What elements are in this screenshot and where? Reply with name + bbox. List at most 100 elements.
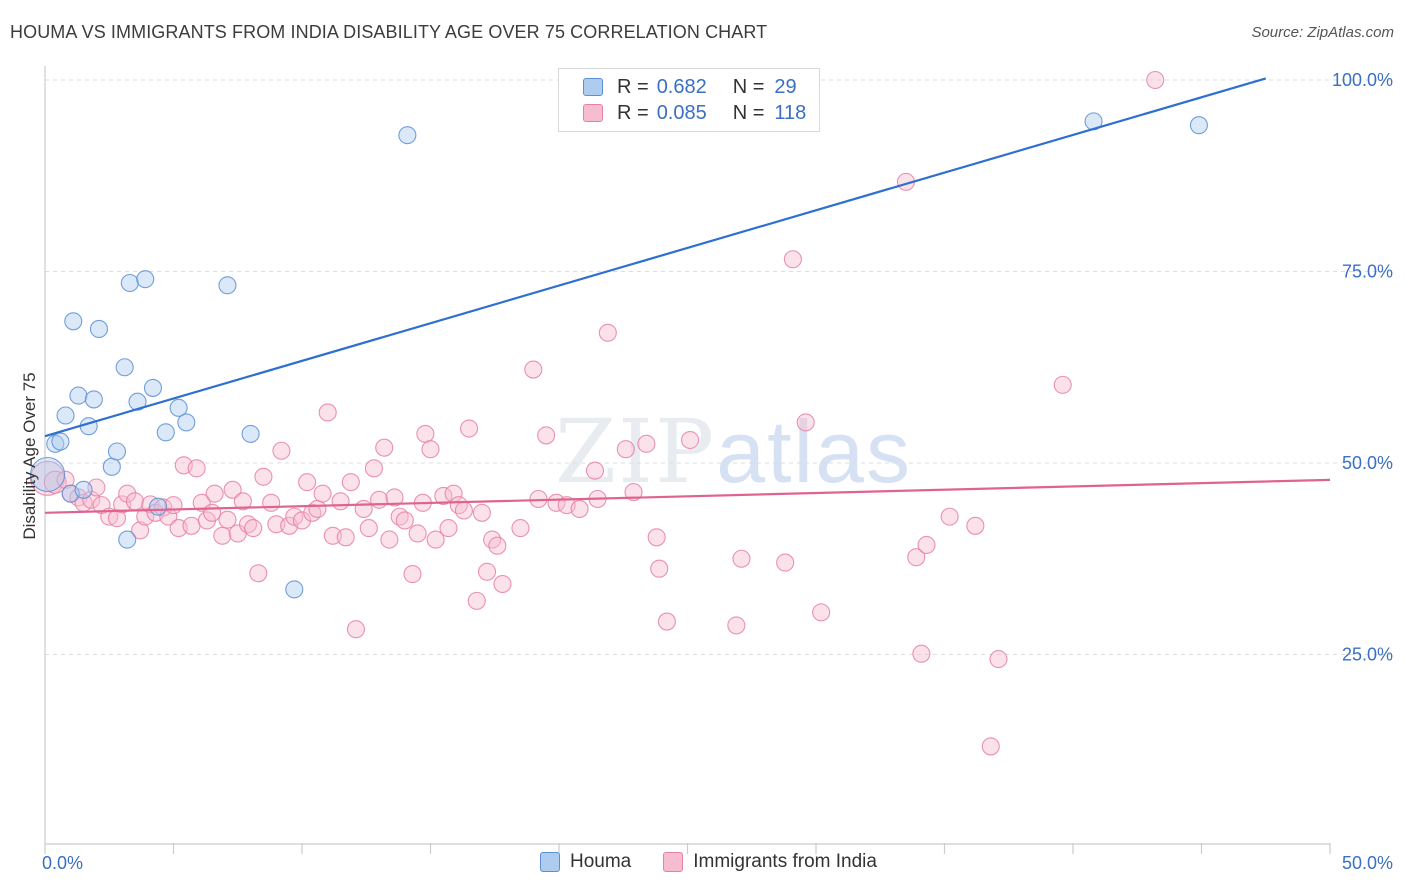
y-tick-label: 75.0% xyxy=(1342,262,1393,282)
india-point xyxy=(364,459,384,478)
series-legend: Houma Immigrants from India xyxy=(540,851,909,873)
legend-houma-label: Houma xyxy=(570,851,632,872)
houma-point xyxy=(241,424,260,443)
india-point xyxy=(298,473,317,492)
india-point xyxy=(131,521,150,540)
y-tick-label: 100.0% xyxy=(1332,70,1393,90)
x-tick-label: 50.0% xyxy=(1342,853,1393,873)
y-tick-label: 25.0% xyxy=(1342,645,1393,665)
india-point xyxy=(681,430,700,450)
houma-n-label: N = xyxy=(732,75,765,98)
india-point xyxy=(477,562,497,581)
houma-point xyxy=(69,386,88,405)
india-points xyxy=(30,70,1165,756)
india-point xyxy=(203,503,222,522)
houma-r-label: R = xyxy=(617,75,649,98)
houma-point xyxy=(218,276,237,295)
trend-lines xyxy=(44,77,1331,514)
india-point xyxy=(354,499,373,519)
houma-point xyxy=(156,423,175,442)
india-point xyxy=(907,548,926,567)
houma-point xyxy=(1189,116,1208,135)
india-point xyxy=(346,620,366,639)
houma-point xyxy=(143,378,162,397)
india-point xyxy=(375,438,394,457)
india-point xyxy=(416,424,435,443)
houma-point xyxy=(56,406,75,425)
india-point xyxy=(272,441,291,460)
houma-point xyxy=(118,530,137,549)
houma-point xyxy=(120,273,139,293)
y-tick-label: 50.0% xyxy=(1342,453,1393,473)
legend-row-houma: R = 0.682 N = 29 xyxy=(583,74,797,100)
india-point xyxy=(336,528,355,547)
india-point xyxy=(380,530,399,549)
india-point xyxy=(213,526,232,545)
houma-point xyxy=(115,358,134,377)
tick-labels: 25.0% 50.0% 75.0% 100.0% 0.0% 50.0% xyxy=(42,70,1393,873)
houma-points xyxy=(30,112,1208,599)
india-point xyxy=(308,499,327,519)
india-r-value: 0.085 xyxy=(656,101,707,124)
india-point xyxy=(254,467,273,486)
india-point xyxy=(439,519,458,538)
india-point xyxy=(776,553,795,572)
india-point xyxy=(233,492,252,511)
houma-point xyxy=(398,126,417,145)
houma-point xyxy=(149,497,168,516)
india-point xyxy=(370,490,389,509)
india-point xyxy=(395,511,414,530)
grid-lines xyxy=(45,79,1392,655)
india-point xyxy=(488,536,507,555)
india-point xyxy=(182,516,201,535)
india-point xyxy=(223,480,242,499)
india-point xyxy=(1146,70,1165,90)
houma-point xyxy=(74,480,93,499)
legend-india-label: Immigrants from India xyxy=(693,851,877,872)
india-point xyxy=(408,524,427,543)
india-point xyxy=(403,565,422,584)
india-point xyxy=(511,519,530,538)
chart-title: HOUMA VS IMMIGRANTS FROM INDIA DISABILIT… xyxy=(10,22,768,42)
india-point xyxy=(637,434,656,453)
india-point xyxy=(313,484,332,503)
india-point xyxy=(421,440,440,459)
india-point xyxy=(657,612,676,631)
houma-point xyxy=(169,398,188,417)
india-point xyxy=(100,507,119,526)
houma-point xyxy=(64,312,83,331)
india-point xyxy=(218,510,237,529)
india-point xyxy=(598,323,617,342)
india-point xyxy=(912,644,931,663)
india-point xyxy=(454,501,473,520)
india-point xyxy=(1053,375,1072,394)
houma-point xyxy=(107,442,127,461)
india-point xyxy=(385,488,404,507)
india-n-value: 118 xyxy=(774,101,807,124)
india-point xyxy=(318,403,337,422)
india-point xyxy=(989,650,1008,669)
india-point xyxy=(940,507,959,526)
houma-point xyxy=(285,580,304,599)
india-point xyxy=(244,519,263,538)
houma-point xyxy=(30,456,66,493)
houma-point xyxy=(136,270,155,289)
axes xyxy=(44,66,1331,854)
watermark: ZIPatlas xyxy=(555,400,912,503)
legend-india-swatch xyxy=(663,852,684,872)
houma-point xyxy=(177,413,196,432)
india-point xyxy=(966,516,985,535)
india-point xyxy=(812,603,831,622)
india-point xyxy=(524,360,543,379)
india-point xyxy=(43,470,67,494)
india-point xyxy=(449,496,468,515)
india-point xyxy=(917,535,936,555)
india-point xyxy=(650,559,669,578)
india-point xyxy=(262,493,281,512)
india-point xyxy=(981,737,1000,756)
india-point xyxy=(493,574,512,594)
india-point xyxy=(292,511,312,530)
legend-row-india: R = 0.085 N = 118 xyxy=(583,100,806,126)
india-point xyxy=(467,591,486,610)
